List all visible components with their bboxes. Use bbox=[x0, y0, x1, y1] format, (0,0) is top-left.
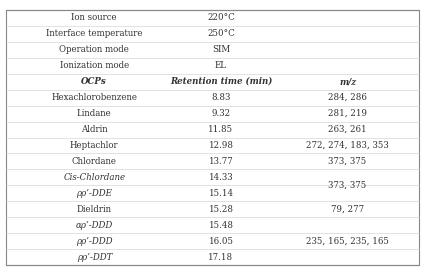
Text: Heptachlor: Heptachlor bbox=[70, 141, 119, 150]
Text: 373, 375: 373, 375 bbox=[329, 181, 367, 190]
Text: 373, 375: 373, 375 bbox=[329, 157, 367, 166]
Text: 13.77: 13.77 bbox=[209, 157, 233, 166]
Text: Retention time (min): Retention time (min) bbox=[170, 77, 272, 86]
Text: ρρ’-DDE: ρρ’-DDE bbox=[76, 189, 112, 198]
Text: OCPs: OCPs bbox=[82, 77, 107, 86]
Text: 9.32: 9.32 bbox=[211, 109, 230, 118]
Text: 11.85: 11.85 bbox=[208, 125, 233, 134]
Text: Cis-Chlordane: Cis-Chlordane bbox=[63, 173, 125, 182]
Text: 15.28: 15.28 bbox=[208, 205, 233, 214]
Text: 16.05: 16.05 bbox=[208, 237, 233, 246]
Text: Interface temperature: Interface temperature bbox=[46, 29, 142, 38]
Text: Hexachlorobenzene: Hexachlorobenzene bbox=[51, 93, 137, 102]
Text: 250°C: 250°C bbox=[207, 29, 235, 38]
Text: 284, 286: 284, 286 bbox=[328, 93, 367, 102]
Text: ρρ’-DDD: ρρ’-DDD bbox=[76, 237, 113, 246]
Text: EL: EL bbox=[215, 61, 227, 70]
Text: αρ’-DDD: αρ’-DDD bbox=[76, 221, 113, 230]
Text: 8.83: 8.83 bbox=[211, 93, 231, 102]
Text: Lindane: Lindane bbox=[77, 109, 112, 118]
Text: 15.48: 15.48 bbox=[208, 221, 233, 230]
Text: 79, 277: 79, 277 bbox=[331, 205, 364, 214]
Text: Ionization mode: Ionization mode bbox=[60, 61, 129, 70]
Text: SIM: SIM bbox=[212, 45, 230, 54]
Text: Dieldrin: Dieldrin bbox=[77, 205, 112, 214]
Text: m/z: m/z bbox=[339, 77, 356, 86]
Text: 12.98: 12.98 bbox=[208, 141, 233, 150]
Text: 15.14: 15.14 bbox=[208, 189, 233, 198]
Text: Aldrin: Aldrin bbox=[81, 125, 108, 134]
Text: 235, 165, 235, 165: 235, 165, 235, 165 bbox=[306, 237, 389, 246]
Text: 14.33: 14.33 bbox=[209, 173, 233, 182]
Text: Operation mode: Operation mode bbox=[60, 45, 129, 54]
Text: 272, 274, 183, 353: 272, 274, 183, 353 bbox=[306, 141, 389, 150]
Text: 220°C: 220°C bbox=[207, 13, 235, 22]
Text: 17.18: 17.18 bbox=[208, 253, 233, 262]
Text: 281, 219: 281, 219 bbox=[328, 109, 367, 118]
Text: ρρ’-DDT: ρρ’-DDT bbox=[76, 253, 112, 262]
Text: 263, 261: 263, 261 bbox=[328, 125, 367, 134]
Text: Chlordane: Chlordane bbox=[72, 157, 117, 166]
Text: Ion source: Ion source bbox=[71, 13, 117, 22]
